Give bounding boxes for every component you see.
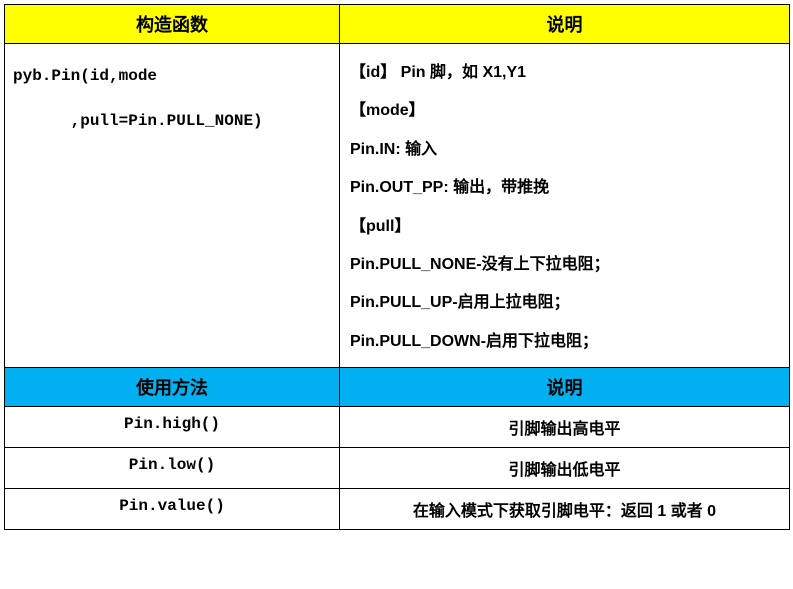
desc-line: Pin.OUT_PP: 输出，带推挽 bbox=[350, 169, 781, 207]
desc-line: Pin.PULL_UP-启用上拉电阻； bbox=[350, 284, 781, 322]
constructor-row: pyb.Pin(id,mode ,pull=Pin.PULL_NONE) 【id… bbox=[5, 44, 790, 368]
desc-line: 【mode】 bbox=[350, 92, 781, 130]
method-desc: 引脚输出低电平 bbox=[340, 448, 790, 489]
constructor-code: pyb.Pin(id,mode ,pull=Pin.PULL_NONE) bbox=[5, 44, 340, 368]
header-constructor: 构造函数 bbox=[5, 5, 340, 44]
method-name: Pin.high() bbox=[5, 407, 340, 448]
code-line-1: pyb.Pin(id,mode bbox=[13, 67, 157, 85]
code-line-2: ,pull=Pin.PULL_NONE) bbox=[13, 112, 263, 130]
method-row: Pin.high() 引脚输出高电平 bbox=[5, 407, 790, 448]
method-desc: 在输入模式下获取引脚电平：返回 1 或者 0 bbox=[340, 489, 790, 530]
method-row: Pin.low() 引脚输出低电平 bbox=[5, 448, 790, 489]
header-desc-1: 说明 bbox=[340, 5, 790, 44]
header-methods: 使用方法 bbox=[5, 368, 340, 407]
method-name: Pin.value() bbox=[5, 489, 340, 530]
desc-line: 【id】 Pin 脚，如 X1,Y1 bbox=[350, 54, 781, 92]
desc-line: Pin.PULL_NONE-没有上下拉电阻； bbox=[350, 246, 781, 284]
constructor-desc: 【id】 Pin 脚，如 X1,Y1 【mode】 Pin.IN: 输入 Pin… bbox=[340, 44, 790, 368]
header-row-methods: 使用方法 说明 bbox=[5, 368, 790, 407]
header-desc-2: 说明 bbox=[340, 368, 790, 407]
desc-line: 【pull】 bbox=[350, 208, 781, 246]
header-row-constructor: 构造函数 说明 bbox=[5, 5, 790, 44]
method-row: Pin.value() 在输入模式下获取引脚电平：返回 1 或者 0 bbox=[5, 489, 790, 530]
desc-line: Pin.IN: 输入 bbox=[350, 131, 781, 169]
method-name: Pin.low() bbox=[5, 448, 340, 489]
api-table: 构造函数 说明 pyb.Pin(id,mode ,pull=Pin.PULL_N… bbox=[4, 4, 790, 530]
desc-line: Pin.PULL_DOWN-启用下拉电阻； bbox=[350, 323, 781, 361]
method-desc: 引脚输出高电平 bbox=[340, 407, 790, 448]
